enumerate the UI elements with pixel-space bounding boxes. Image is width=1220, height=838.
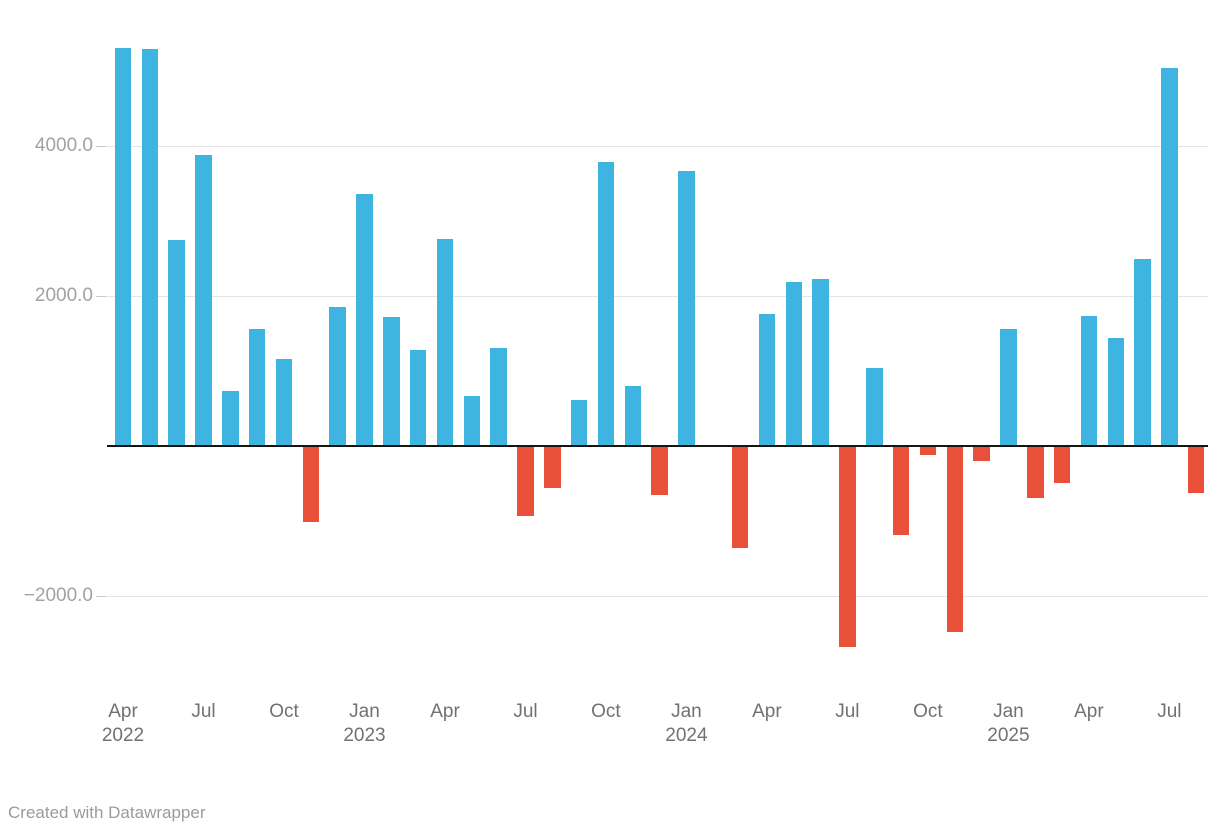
bar-may-2025	[1107, 337, 1124, 446]
bar-nov-2023	[624, 386, 641, 446]
bar-nov-2022	[302, 445, 320, 523]
bar-jul-2025	[1161, 68, 1178, 446]
gridline	[96, 295, 1208, 297]
x-tick-label: Jan 2023	[320, 700, 410, 748]
gridline	[96, 145, 1208, 147]
bar-jul-2022	[195, 154, 212, 446]
x-tick-label: Jan 2025	[963, 700, 1053, 748]
x-tick-label: Jul	[835, 701, 860, 722]
bar-nov-2024	[946, 445, 963, 633]
bar-jul-2023	[517, 445, 534, 517]
x-tick-year: 2025	[987, 725, 1030, 746]
bar-aug-2023	[544, 445, 561, 488]
y-axis-tick	[96, 145, 106, 147]
y-tick-label: 4000.0	[34, 135, 93, 157]
x-tick-label: Apr	[752, 701, 782, 722]
bar-aug-2025	[1187, 445, 1205, 493]
y-tick-label: 2000.0	[34, 285, 93, 307]
x-tick-label: Oct	[269, 701, 299, 722]
bar-mar-2023	[409, 350, 427, 446]
x-axis-baseline	[107, 444, 1208, 447]
bar-apr-2025	[1080, 315, 1098, 446]
x-tick-label: Jul	[1157, 701, 1182, 722]
x-tick-label: Apr 2022	[78, 700, 168, 748]
gridline	[96, 595, 1208, 597]
bar-jun-2022	[168, 240, 185, 446]
x-tick-label: Jul	[191, 701, 216, 722]
bar-jan-2023	[356, 193, 373, 446]
bar-jan-2024	[678, 171, 695, 446]
bar-dec-2024	[973, 445, 990, 461]
bar-may-2023	[463, 396, 480, 446]
x-tick-label: Apr	[430, 701, 460, 722]
x-tick-label: Oct	[591, 701, 621, 722]
bar-feb-2023	[383, 317, 400, 446]
x-tick-year: 2023	[343, 725, 386, 746]
y-tick-label: −2000.0	[23, 585, 93, 607]
bar-oct-2024	[919, 445, 937, 456]
bar-mar-2025	[1053, 445, 1071, 484]
x-tick-label: Jul	[513, 701, 538, 722]
x-tick-label: Oct	[913, 701, 943, 722]
bar-jun-2024	[812, 279, 829, 446]
y-axis-tick	[96, 295, 106, 297]
bar-dec-2023	[651, 445, 668, 496]
bar-may-2024	[785, 282, 802, 446]
x-tick-label: Apr	[1074, 701, 1104, 722]
bar-oct-2023	[597, 162, 615, 446]
bar-feb-2025	[1027, 445, 1044, 499]
bar-sep-2022	[248, 329, 266, 446]
x-tick-year: 2024	[665, 725, 708, 746]
bar-jan-2025	[1000, 328, 1017, 446]
bar-mar-2024	[731, 445, 749, 549]
bar-aug-2022	[222, 390, 239, 446]
bar-apr-2022	[114, 48, 132, 446]
bar-jul-2024	[839, 445, 856, 648]
bar-jun-2023	[490, 348, 507, 446]
bar-oct-2022	[275, 359, 293, 446]
bar-sep-2023	[570, 399, 588, 446]
bar-may-2022	[141, 48, 159, 446]
bar-apr-2024	[758, 313, 776, 446]
bar-aug-2024	[866, 368, 883, 446]
x-tick-year: 2022	[101, 725, 145, 746]
bar-sep-2024	[892, 445, 910, 535]
datawrapper-credit-link[interactable]: Created with Datawrapper	[8, 803, 206, 822]
bar-dec-2022	[329, 306, 346, 446]
y-axis-tick	[96, 595, 106, 597]
x-tick-label: Jan 2024	[641, 700, 731, 748]
bar-jun-2025	[1134, 258, 1151, 446]
bar-apr-2023	[436, 239, 454, 446]
